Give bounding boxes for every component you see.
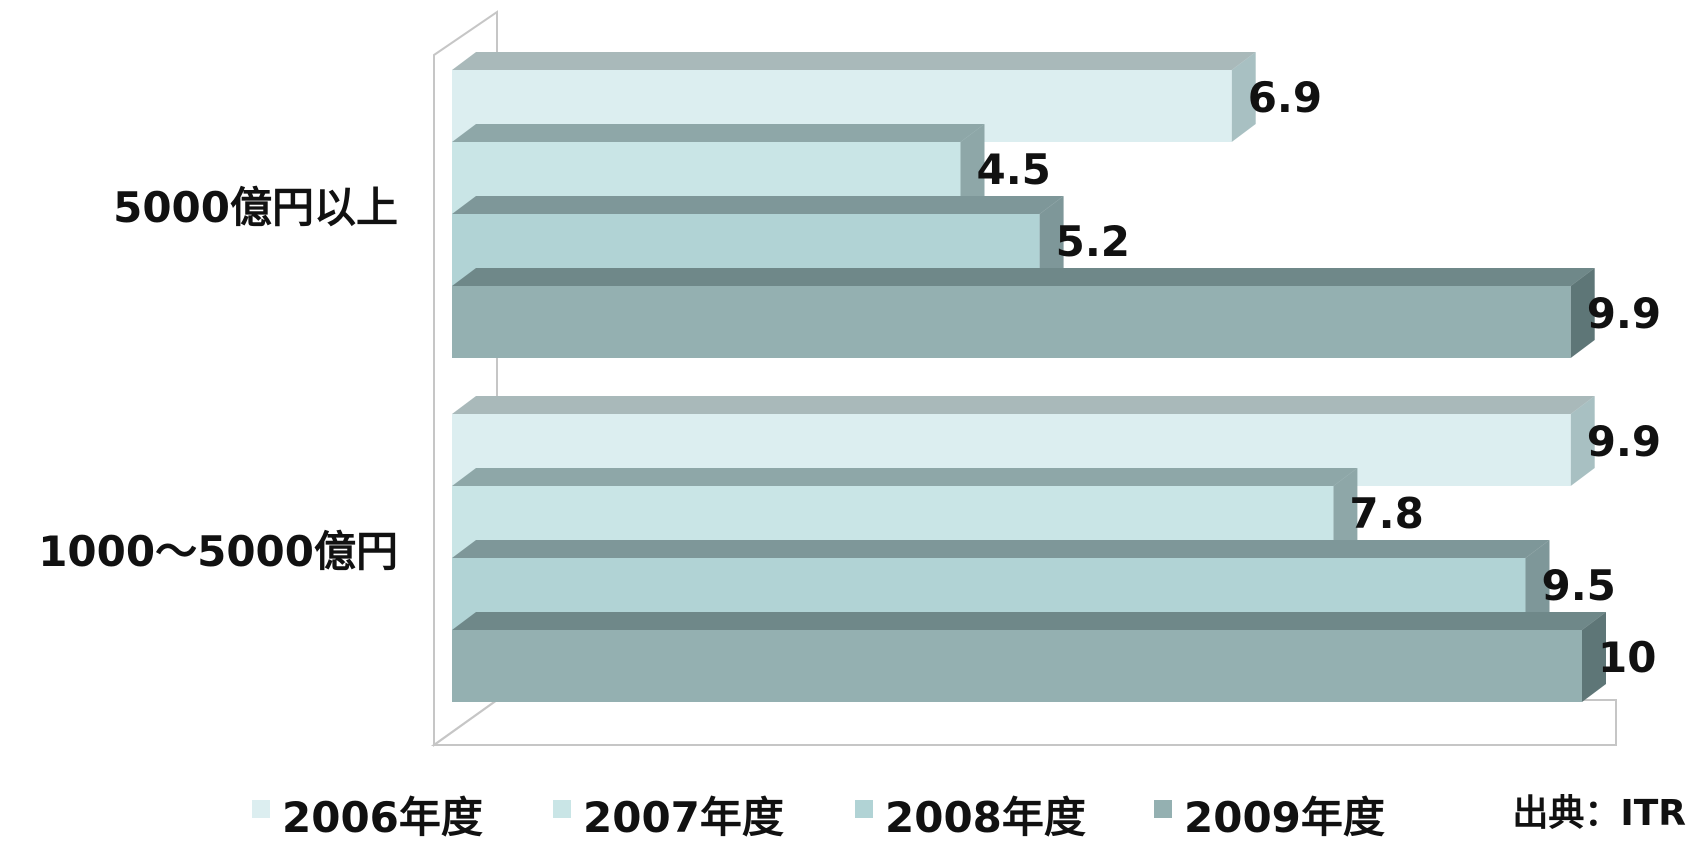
bar-front — [452, 286, 1571, 358]
bar — [452, 612, 1606, 702]
legend-item: 2008年度 — [855, 793, 1086, 841]
bar-end — [1039, 196, 1064, 286]
bar-end — [1525, 540, 1550, 630]
value-label: 10 — [1598, 633, 1656, 682]
legend-label: 2008年度 — [885, 793, 1086, 841]
bar-top — [452, 196, 1064, 214]
legend-label: 2009年度 — [1184, 793, 1385, 841]
legend-label: 2006年度 — [282, 793, 483, 841]
value-label: 4.5 — [977, 145, 1051, 194]
value-label: 6.9 — [1248, 73, 1322, 122]
category-label: 5000億円以上 — [113, 183, 398, 232]
bar-top — [452, 268, 1595, 286]
bar-end — [1570, 268, 1595, 358]
bar-top — [452, 52, 1256, 70]
legend-item: 2009年度 — [1154, 793, 1385, 841]
value-label: 5.2 — [1056, 217, 1130, 266]
category-labels: 5000億円以上 1000～5000億円 — [38, 183, 398, 576]
legend: 2006年度 2007年度 2008年度 2009年度 — [252, 793, 1385, 841]
legend-swatch — [1154, 800, 1172, 818]
value-label: 7.8 — [1349, 489, 1423, 538]
value-labels: 6.9 4.55.2 9.9 9.9 7.8 9.5 10 — [977, 73, 1662, 682]
bar-end — [1231, 52, 1256, 142]
category-label: 1000～5000億円 — [38, 527, 398, 576]
value-label: 9.9 — [1587, 289, 1661, 338]
source-note: 出典：ITR — [1512, 793, 1686, 834]
bar-top — [452, 124, 985, 142]
legend-item: 2007年度 — [553, 793, 784, 841]
bar-end — [1570, 396, 1595, 486]
bar-end — [960, 124, 985, 214]
bar-end — [1333, 468, 1358, 558]
bar — [452, 268, 1595, 358]
bar-front — [452, 630, 1582, 702]
value-label: 9.5 — [1542, 561, 1616, 610]
legend-swatch — [553, 800, 571, 818]
legend-swatch — [252, 800, 270, 818]
bar-top — [452, 612, 1606, 630]
bar-top — [452, 468, 1358, 486]
legend-item: 2006年度 — [252, 793, 483, 841]
legend-swatch — [855, 800, 873, 818]
bar-end — [1582, 612, 1606, 702]
chart-bars — [452, 52, 1606, 702]
legend-label: 2007年度 — [583, 793, 784, 841]
value-label: 9.9 — [1587, 417, 1661, 466]
bar-top — [452, 540, 1550, 558]
bar-top — [452, 396, 1595, 414]
floor — [430, 699, 1617, 746]
